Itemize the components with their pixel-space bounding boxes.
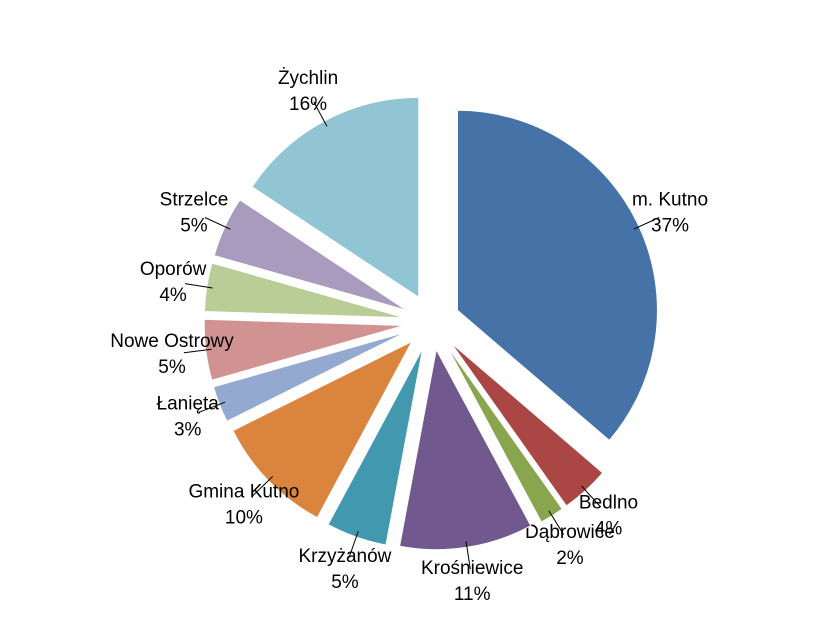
slice-label: Żychlin [278,68,338,89]
leader-line [581,485,601,508]
slice-value-label: 5% [180,216,208,237]
leader-line [633,217,660,230]
leader-line [548,510,565,535]
slice-label: Dąbrowice [525,522,615,543]
slice-label: Łanięta [157,394,220,415]
leader-line [313,101,328,127]
slice-label: Nowe Ostrowy [110,331,234,352]
slice-label: Oporów [140,259,207,280]
slice-value-label: 2% [556,548,584,569]
slice-value-label: 5% [331,572,359,593]
leader-line [465,541,471,570]
slice-label: Krzyżanów [298,546,391,567]
slice-label: Gmina Kutno [188,481,299,502]
leader-line [198,401,226,413]
slice-value-label: 5% [158,357,186,378]
leader-line [204,217,231,230]
slice-value-label: 10% [225,507,263,528]
slice-label: Bedlno [579,493,638,514]
slice-value-label: 11% [454,584,491,605]
leader-line [184,283,213,289]
slice-label: Strzelce [160,190,229,211]
slice-value-label: 37% [651,216,689,237]
leader-line [183,348,212,354]
slice-value-label: 4% [595,519,623,540]
leader-line [252,476,273,497]
slice-value-label: 3% [174,420,202,441]
leader-line [348,531,359,558]
slice-value-label: 16% [289,94,327,115]
slice-value-label: 4% [159,285,187,306]
slice-label: m. Kutno [632,190,708,211]
slice-label: Krośniewice [421,558,523,579]
